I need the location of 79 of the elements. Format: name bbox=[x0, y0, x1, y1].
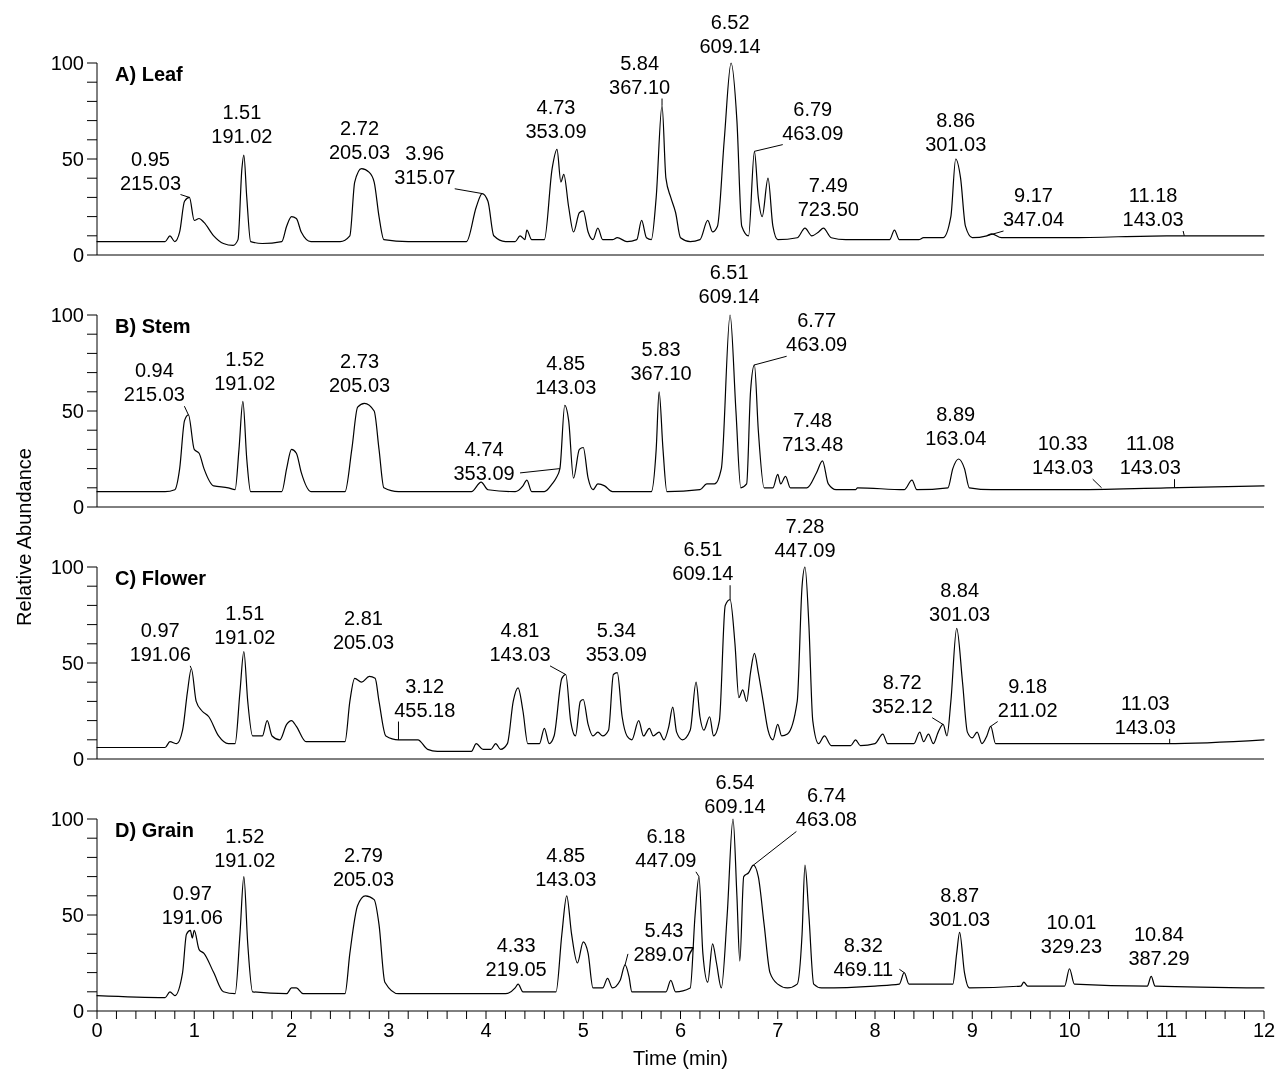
y-tick-label: 50 bbox=[61, 148, 84, 170]
annotation: 11.03 143.03 bbox=[1114, 691, 1176, 738]
y-tick-label: 100 bbox=[50, 52, 84, 74]
annotation: 6.18 447.09 bbox=[635, 824, 697, 871]
annotation: 1.52 191.02 bbox=[214, 824, 276, 871]
x-tick-label: 10 bbox=[1058, 1019, 1081, 1041]
chart-title: A) Leaf bbox=[115, 63, 184, 85]
annotation: 2.73 205.03 bbox=[328, 349, 391, 396]
annotation: 6.77 463.09 bbox=[786, 309, 848, 356]
annotation: 1.51 191.02 bbox=[211, 101, 273, 148]
x-tick-label: 2 bbox=[285, 1019, 298, 1041]
x-tick-label: 6 bbox=[674, 1019, 687, 1041]
annotation: 7.28 447.09 bbox=[774, 515, 836, 562]
annotation: 8.87 301.03 bbox=[929, 884, 991, 931]
annotation: 1.51 191.02 bbox=[214, 601, 276, 648]
x-tick-label: 0 bbox=[91, 1019, 103, 1041]
annotation: 0.97 191.06 bbox=[129, 618, 191, 665]
annotation: 6.52 609.14 bbox=[699, 11, 761, 58]
chart-title: D) Grain bbox=[115, 819, 194, 841]
annotation: 5.84 367.10 bbox=[609, 51, 671, 98]
annotation: 9.17 347.04 bbox=[1002, 184, 1065, 230]
annotation: 4.85 143.03 bbox=[535, 351, 597, 398]
y-tick-label: 0 bbox=[72, 1000, 84, 1022]
x-tick-label: 8 bbox=[869, 1019, 881, 1041]
annotation: 8.84 301.03 bbox=[929, 578, 991, 625]
y-tick-label: 0 bbox=[72, 748, 84, 770]
x-tick-label: 3 bbox=[383, 1019, 395, 1041]
y-tick-label: 100 bbox=[50, 808, 84, 830]
y-tick-label: 50 bbox=[61, 400, 84, 422]
annotation: 6.54 609.14 bbox=[704, 771, 766, 818]
annotation: 5.34 353.09 bbox=[585, 618, 647, 665]
y-tick-label: 50 bbox=[61, 904, 84, 926]
annotation: 10.01 329.23 bbox=[1040, 911, 1103, 958]
annotation: 4.85 143.03 bbox=[535, 844, 597, 890]
annotation: 10.84 387.29 bbox=[1128, 922, 1190, 969]
annotation: 10.33 143.03 bbox=[1032, 432, 1094, 479]
chart-title: C) Flower bbox=[115, 567, 207, 589]
annotation: 0.95 215.03 bbox=[119, 147, 182, 194]
annotation: 3.12 455.18 bbox=[394, 674, 456, 721]
annotation: 6.79 463.09 bbox=[782, 97, 844, 144]
x-tick-label: 9 bbox=[966, 1019, 978, 1041]
annotation: 1.52 191.02 bbox=[214, 347, 276, 394]
annotation: 8.32 469.11 bbox=[833, 934, 894, 981]
y-tick-label: 100 bbox=[50, 304, 84, 326]
y-tick-label: 100 bbox=[50, 556, 84, 578]
annotation: 7.49 723.50 bbox=[797, 174, 859, 221]
annotation: 2.81 205.03 bbox=[332, 607, 395, 654]
annotation: 6.51 609.14 bbox=[672, 538, 734, 585]
annotation: 9.18 211.02 bbox=[997, 674, 1058, 721]
y-axis-title: Relative Abundance bbox=[13, 448, 35, 626]
x-tick-label: 4 bbox=[480, 1019, 492, 1041]
annotation: 6.51 609.14 bbox=[698, 261, 760, 308]
annotation: 5.83 367.10 bbox=[630, 338, 692, 385]
x-tick-label: 11 bbox=[1156, 1019, 1178, 1041]
y-tick-label: 50 bbox=[61, 652, 84, 674]
x-tick-label: 7 bbox=[772, 1019, 784, 1041]
annotation: 4.33 219.05 bbox=[485, 934, 547, 981]
annotation: 4.73 353.09 bbox=[525, 95, 587, 142]
x-tick-label: 12 bbox=[1252, 1019, 1276, 1041]
annotation: 2.72 205.03 bbox=[328, 116, 391, 163]
annotation: 8.89 163.04 bbox=[925, 403, 987, 450]
x-axis-title: Time (min) bbox=[633, 1047, 728, 1069]
y-tick-label: 0 bbox=[72, 496, 84, 518]
annotation: 11.18 143.03 bbox=[1122, 184, 1184, 230]
chart-title: B) Stem bbox=[115, 315, 191, 337]
annotation: 0.94 215.03 bbox=[123, 359, 185, 406]
annotation: 0.97 191.06 bbox=[161, 882, 223, 929]
annotation: 8.86 301.03 bbox=[925, 109, 987, 156]
annotation: 6.74 463.08 bbox=[795, 784, 857, 831]
annotation: 4.74 353.09 bbox=[453, 437, 515, 484]
annotation: 7.48 713.48 bbox=[782, 409, 844, 456]
annotation: 3.96 315.07 bbox=[394, 141, 456, 188]
annotation: 4.81 143.03 bbox=[489, 618, 551, 665]
y-tick-label: 0 bbox=[72, 244, 84, 266]
annotation: 2.79 205.03 bbox=[332, 844, 395, 890]
x-tick-label: 5 bbox=[577, 1019, 589, 1041]
annotation: 11.08 143.03 bbox=[1119, 432, 1181, 479]
annotation: 8.72 352.12 bbox=[871, 670, 933, 717]
x-tick-label: 1 bbox=[188, 1019, 200, 1041]
